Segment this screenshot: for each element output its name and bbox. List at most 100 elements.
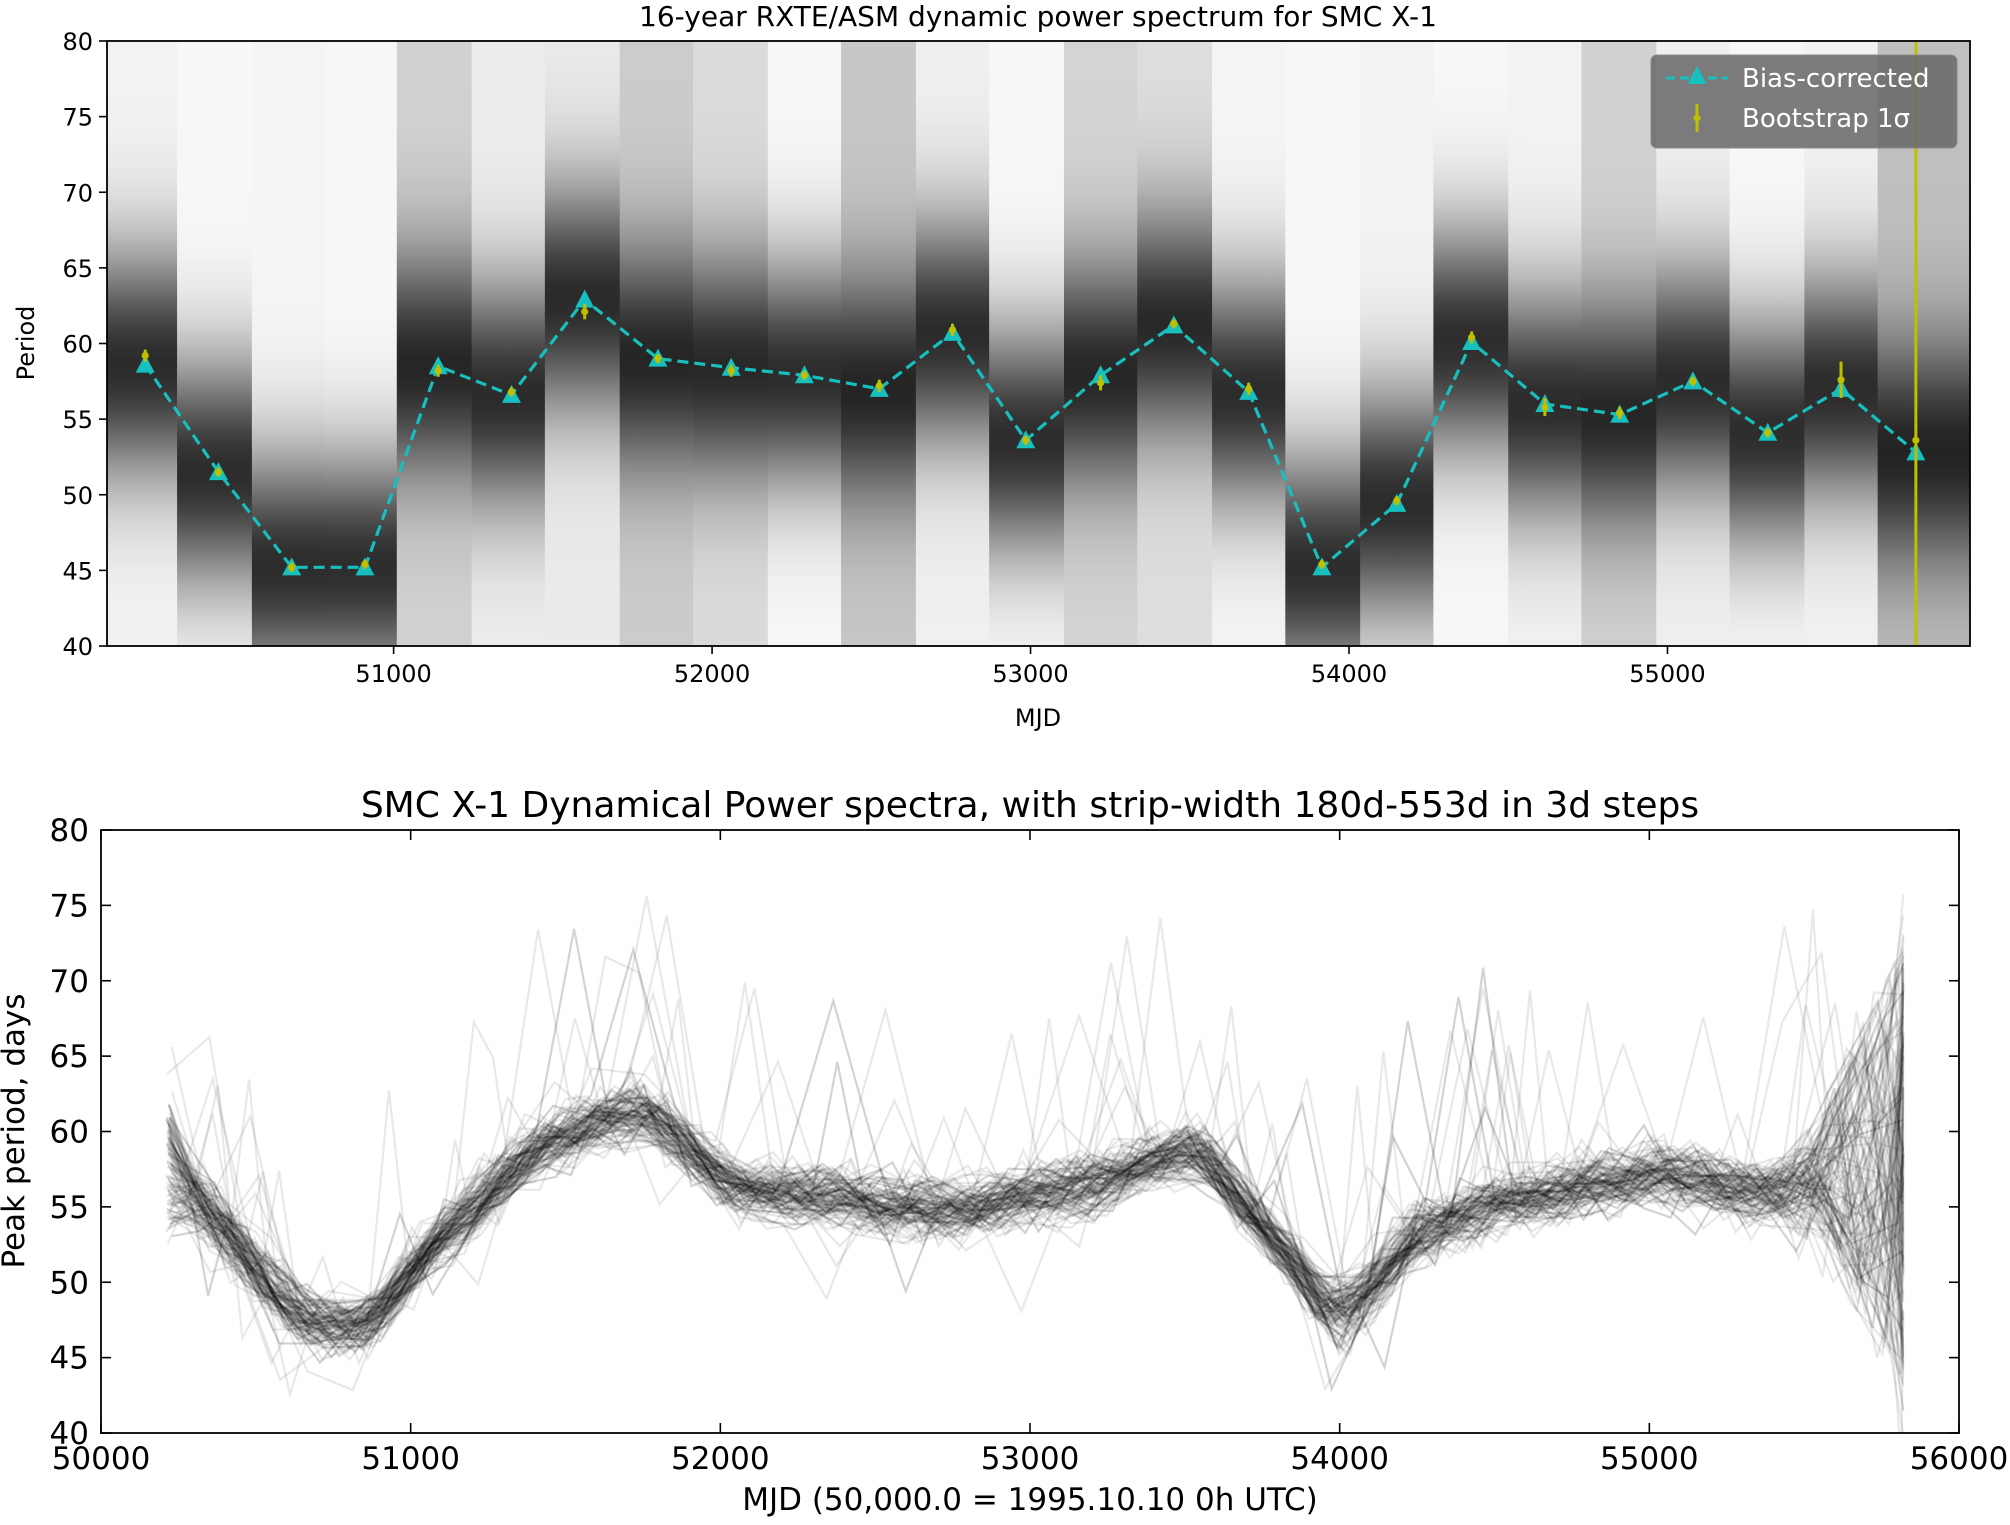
dynamical-spectrum-line [165,1066,1905,1379]
dynamical-spectrum-line [168,1006,1905,1362]
bootstrap-point [948,326,957,334]
dynamical-spectrum-line [172,1038,1905,1324]
dynamical-spectrum-line [165,978,1905,1334]
heatmap-strip [1360,41,1434,646]
dynamical-spectrum-line [166,1101,1905,1359]
dynamical-spectrum-line [167,1053,1904,1358]
heatmap-strip [471,41,546,646]
bootstrap-point [727,367,735,375]
dynamical-spectrum-line [166,1086,1905,1326]
dynamical-spectrum-line [170,1046,1905,1355]
dynamical-spectrum-line [166,929,1905,1349]
bootstrap-point [1616,409,1624,417]
dynamical-spectrum-line [168,1050,1905,1318]
dynamical-spectrum-line [170,1002,1905,1349]
dynamical-spectrum-line [167,997,1905,1349]
dynamical-spectrum-line [167,1064,1905,1352]
dynamical-spectrum-line [167,996,1905,1340]
legend-bias-corrected-handle [1666,66,1728,84]
bootstrap-point [581,308,589,316]
dynamical-spectrum-line [170,1092,1905,1363]
dynamical-spectrum-line [169,967,1905,1411]
dynamical-spectrum-line [167,1007,1905,1329]
y-tick-label: 40 [50,1416,89,1452]
dynamical-spectrum-line [167,1040,1905,1344]
x-tick-label: 55000 [1600,1441,1699,1477]
dynamical-spectrum-line [168,1046,1905,1329]
dynamical-spectrum-line [167,1086,1905,1384]
dynamical-spectrum-line [169,1061,1904,1355]
dynamical-spectrum-line [167,1044,1905,1343]
dynamical-spectrum-line [166,1104,1905,1358]
top-x-axis-ticks: 51000 52000 53000 54000 55000 [355,646,1706,688]
dynamical-spectrum-line [170,1061,1905,1360]
dynamical-spectrum-line [169,1015,1905,1324]
y-tick-label: 65 [50,1039,89,1075]
y-tick-label: 45 [50,1341,89,1377]
bias-corrected-point [575,289,595,308]
heatmap-strip [544,41,621,646]
bootstrap-point [1689,377,1697,385]
dynamical-spectrum-line [170,1098,1905,1343]
dynamical-spectrum-line [165,1041,1905,1341]
bottom-y-axis-label: Peak period, days [0,993,32,1268]
heatmap-strip [396,41,473,646]
dynamical-spectrum-line [168,950,1905,1358]
heatmap-strip [1285,41,1361,646]
y-tick-label: 55 [50,1190,89,1226]
x-tick-label: 55000 [1629,660,1705,688]
dynamical-spectrum-line [167,928,1905,1375]
y-tick-label: 60 [50,1115,89,1151]
dynamical-spectrum-line [165,1077,1905,1340]
dynamical-spectrum-line [167,928,1905,1375]
top-y-axis-label: Period [12,306,40,381]
dynamical-spectrum-line [165,1087,1905,1333]
bootstrap-point [141,352,149,360]
heatmap-strip [841,41,917,646]
dynamical-spectrum-line [167,1044,1905,1343]
dynamical-spectrum-line [167,1021,1905,1347]
dynamical-spectrum-line [168,1105,1905,1366]
dynamical-spectrum-line [167,1094,1905,1332]
dynamical-spectrum-line [166,1050,1905,1351]
dynamical-spectrum-line [167,982,1905,1350]
heatmap-strip [325,41,398,646]
heatmap-strip [989,41,1065,646]
top-x-axis-label: MJD [1015,704,1061,732]
dynamical-spectrum-line [166,1052,1905,1433]
bootstrap-point [1541,403,1549,411]
dynamical-spectrum-line [165,936,1905,1332]
dynamical-spectrum-line [167,982,1905,1350]
dynamical-spectrum-line [170,1014,1905,1382]
heatmap-strip [1508,41,1582,646]
dynamical-spectrum-line [167,1012,1904,1339]
dynamical-spectrum-line [167,1099,1905,1339]
dynamical-spectrum-line [168,947,1905,1327]
x-tick-label: 54000 [1290,1441,1389,1477]
dynamical-spectrum-line [169,991,1904,1324]
dynamical-spectrum-line [169,1020,1905,1302]
bias-corrected-point [135,354,155,373]
bootstrap-point [1318,560,1326,568]
dynamical-spectrum-line [168,1109,1904,1342]
dynamical-spectrum-line [166,915,1905,1326]
dynamical-spectrum-line [168,1035,1905,1351]
y-tick-label: 75 [50,888,89,924]
dynamical-spectrum-line [167,1084,1905,1359]
dynamical-spectrum-line [170,1021,1905,1330]
bottom-x-axis-ticks: 50000 51000 52000 53000 54000 55000 56000 [52,830,2008,1477]
bootstrap-point [434,367,442,375]
dynamical-spectrum-line [166,1096,1905,1342]
bootstrap-point [800,371,809,379]
bootstrap-point [1837,376,1845,384]
dynamical-spectrum-line [169,950,1905,1352]
bootstrap-point [1764,429,1772,437]
legend-entry-bias-corrected: Bias-corrected [1742,64,1929,94]
heatmap-strip [1212,41,1286,646]
bootstrap-point [1912,436,1920,444]
bootstrap-point [361,560,369,568]
top-heatmap-strips [107,41,1970,646]
top-chart: 16-year RXTE/ASM dynamic power spectrum … [12,0,1971,732]
dynamical-spectrum-line [171,1104,1905,1433]
